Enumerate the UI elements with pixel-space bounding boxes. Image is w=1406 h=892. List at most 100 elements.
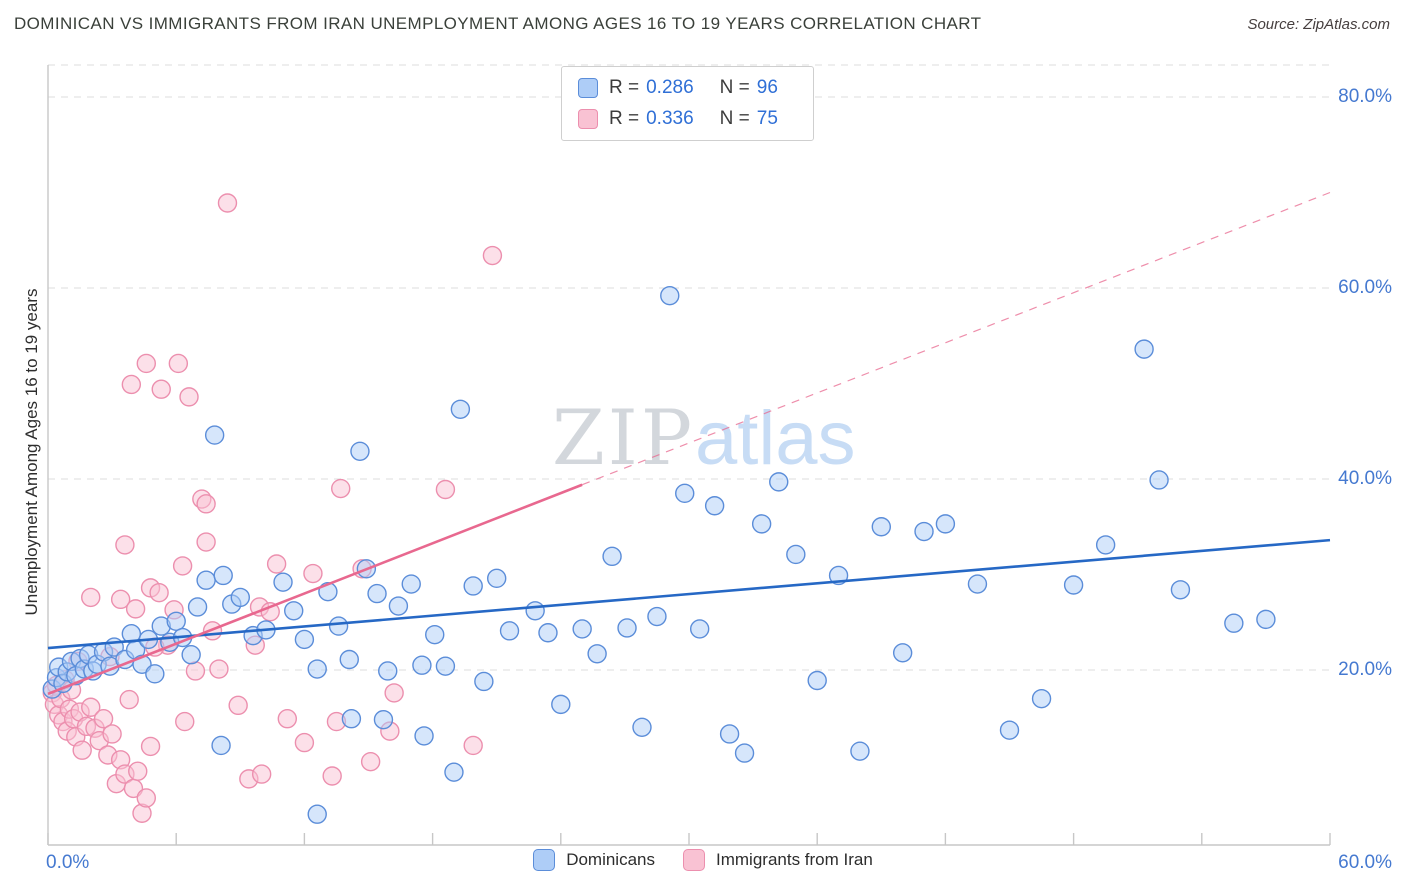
axes (47, 65, 1331, 846)
data-point-dominicans (307, 659, 327, 679)
data-point-dominicans (350, 441, 370, 462)
data-point-iran (136, 788, 156, 808)
data-point-iran (149, 582, 169, 603)
data-point-dominicans (632, 717, 652, 737)
n-value: 75 (756, 108, 778, 129)
data-point-iran (168, 353, 189, 374)
data-point-dominicans (450, 399, 471, 419)
data-point-dominicans (339, 649, 359, 670)
y-tick-80: 80.0% (1338, 86, 1392, 107)
data-point-iran (322, 766, 342, 786)
data-point-iran (185, 661, 206, 681)
dominicans-swatch (533, 849, 556, 871)
data-point-dominicans (273, 572, 293, 592)
y-tick-20: 20.0% (1338, 659, 1392, 680)
data-point-dominicans (463, 576, 483, 596)
data-point-dominicans (204, 425, 225, 445)
data-point-dominicans (689, 619, 710, 639)
data-point-iran (151, 379, 171, 399)
data-point-dominicans (294, 629, 315, 650)
data-point-iran (435, 479, 456, 500)
data-point-iran (119, 689, 139, 710)
data-point-dominicans (871, 517, 891, 537)
y-tick-40: 40.0% (1338, 468, 1392, 489)
n-label: N = (719, 108, 750, 129)
data-point-dominicans (617, 618, 637, 638)
data-point-iran (277, 709, 298, 729)
data-point-iran (81, 587, 101, 608)
x-tick-min: 0.0% (46, 852, 90, 873)
data-point-dominicans (1224, 613, 1244, 633)
data-point-dominicans (751, 514, 772, 534)
data-point-dominicans (999, 720, 1020, 740)
zipatlas-watermark: ZIPatlas (552, 400, 856, 477)
data-point-iran (121, 374, 142, 395)
n-label: N = (719, 77, 750, 98)
data-point-iran (294, 732, 315, 753)
series-legend: Dominicans Immigrants from Iran (0, 849, 1406, 871)
data-point-iran (110, 589, 131, 610)
y-tick-60: 60.0% (1338, 277, 1392, 298)
data-point-dominicans (602, 546, 622, 567)
data-point-dominicans (1031, 688, 1052, 709)
data-point-iran (172, 556, 193, 576)
data-point-dominicans (284, 601, 304, 621)
data-point-dominicans (719, 724, 740, 744)
data-point-dominicans (587, 644, 607, 664)
data-point-iran (384, 683, 404, 703)
data-point-iran (125, 599, 146, 619)
data-point-dominicans (211, 735, 231, 756)
data-point-dominicans (213, 565, 233, 586)
data-point-dominicans (914, 521, 934, 542)
legend-item-iran: Immigrants from Iran (683, 849, 873, 871)
data-point-dominicans (572, 619, 592, 639)
data-point-dominicans (145, 664, 165, 684)
legend-label: Immigrants from Iran (716, 850, 873, 869)
data-point-dominicans (444, 762, 464, 782)
data-point-dominicans (181, 645, 201, 665)
trend-line-iran (47, 483, 583, 696)
data-point-dominicans (166, 611, 186, 631)
data-point-dominicans (647, 606, 667, 627)
watermark-atlas: atlas (694, 396, 856, 481)
correlation-legend-box: R = 0.286 N = 96 R = 0.336 N = 75 (561, 66, 814, 141)
legend-item-dominicans: Dominicans (533, 849, 655, 871)
data-point-iran (140, 736, 161, 757)
data-point-dominicans (525, 601, 545, 621)
data-point-iran (217, 193, 238, 213)
data-point-iran (266, 554, 287, 574)
data-point-iran (93, 709, 114, 729)
page-title: DOMINICAN VS IMMIGRANTS FROM IRAN UNEMPL… (14, 14, 982, 33)
data-point-iran (251, 764, 272, 784)
trend-line-dominicans (47, 538, 1331, 650)
data-point-dominicans (435, 656, 456, 676)
data-point-dominicans (307, 804, 327, 824)
data-point-dominicans (660, 285, 680, 306)
data-point-dominicans (328, 616, 349, 636)
data-point-dominicans (935, 514, 956, 534)
data-point-iran (360, 751, 381, 772)
data-point-dominicans (850, 741, 870, 761)
data-point-dominicans (1063, 575, 1084, 595)
data-point-dominicans (1149, 470, 1169, 490)
data-point-dominicans (412, 655, 432, 675)
data-point-dominicans (414, 726, 434, 746)
data-point-iran (102, 724, 122, 744)
data-point-dominicans (769, 472, 789, 492)
data-point-dominicans (734, 743, 755, 763)
data-point-iran (303, 563, 323, 584)
data-point-dominicans (807, 670, 827, 691)
data-point-dominicans (341, 709, 362, 729)
watermark-zip: ZIP (552, 393, 695, 482)
data-point-dominicans (487, 568, 507, 589)
trend-line-iran-extension (581, 191, 1331, 486)
data-point-dominicans (373, 709, 394, 730)
data-point-iran (128, 761, 148, 781)
data-point-dominicans (786, 544, 806, 565)
data-point-dominicans (230, 587, 251, 608)
data-point-iran (196, 494, 216, 514)
data-point-dominicans (1170, 580, 1191, 600)
r-value: 0.336 (646, 108, 694, 129)
